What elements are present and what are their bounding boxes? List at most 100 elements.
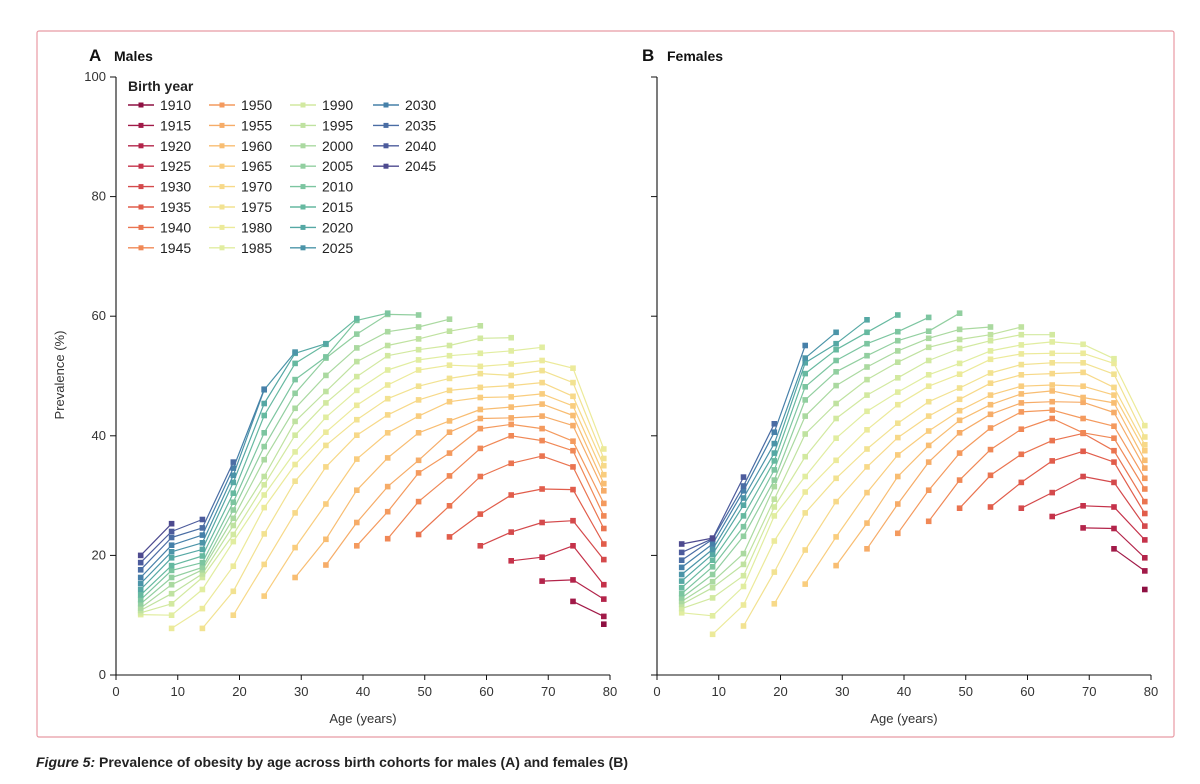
- panel-b-data-point-1995: [709, 584, 716, 591]
- legend-swatch-marker: [219, 184, 225, 190]
- panel-b-data-point-1970: [1080, 369, 1086, 376]
- panel-b-data-point-1970: [1018, 372, 1025, 378]
- panel-a-data-point-2000: [292, 405, 298, 412]
- panel-a-series-line-2015: [140, 318, 358, 596]
- panel-a-data-point-1985: [477, 350, 484, 357]
- panel-b-data-point-2025: [709, 546, 716, 553]
- panel-a-data-point-2000: [168, 581, 175, 588]
- panel-b-axes: 0 10 20 30 40 50 60 70 80: [651, 76, 1158, 699]
- panel-a-data-point-1945: [601, 513, 607, 519]
- legend-label: 2010: [322, 179, 353, 195]
- panel-b-data-point-2000: [771, 483, 778, 490]
- panel-b-data-point-1920: [1111, 525, 1117, 532]
- panel-b-data-point-1915: [1142, 568, 1148, 574]
- panel-a-data-point-1995: [384, 342, 391, 349]
- panel-a-data-point-1980: [168, 625, 175, 632]
- panel-a-series-line-1950: [356, 423, 605, 547]
- legend-item-1910: 1910: [128, 97, 191, 113]
- legend-swatch-marker: [138, 122, 144, 128]
- panel-b-data-point-1955: [987, 411, 994, 418]
- legend-swatch-marker: [300, 163, 306, 169]
- panel-a-data-point-1995: [292, 418, 298, 425]
- panel-b-series-1985: [678, 339, 1117, 619]
- legend-label: 1920: [160, 138, 191, 154]
- panel-b-data-point-2015: [740, 513, 747, 519]
- panel-a-data-point-1930: [570, 517, 576, 524]
- panel-a-series-line-1965: [263, 393, 605, 597]
- panel-b-data-point-1985: [925, 372, 932, 378]
- panel-b-data-point-1990: [1049, 331, 1055, 338]
- legend-item-2000: 2000: [290, 138, 353, 154]
- panel-b-series-2030: [678, 342, 808, 571]
- panel-a-data-point-1950: [384, 508, 391, 515]
- panel-a-data-point-1965: [292, 544, 298, 551]
- panel-b-data-point-1990: [802, 453, 808, 460]
- panel-a-data-point-1960: [415, 430, 422, 436]
- panel-a-series-1960: [292, 401, 607, 581]
- panel-a-data-point-1960: [446, 418, 453, 424]
- panel-b-data-point-2030: [678, 564, 685, 571]
- panel-b-data-point-2040: [678, 549, 685, 556]
- panel-a-data-point-1950: [508, 421, 514, 428]
- panel-a-series-line-2025: [140, 351, 296, 584]
- panel-b-data-point-1965: [1080, 383, 1086, 389]
- panel-a-series-line-1995: [140, 325, 481, 611]
- panel-b-data-point-1970: [1142, 442, 1148, 448]
- panel-b-data-point-1975: [987, 370, 994, 376]
- panel-a-data-point-1955: [477, 415, 484, 422]
- panel-b-data-point-1980: [925, 383, 932, 389]
- panel-b-data-point-2010: [864, 340, 870, 347]
- panel-a-data-point-1940: [570, 464, 576, 470]
- panel-a-data-point-2025: [199, 540, 206, 546]
- panel-a-series-line-1945: [387, 435, 605, 540]
- panel-b-data-point-1960: [956, 417, 963, 424]
- panel-a-data-point-1965: [354, 456, 360, 462]
- legend-items: 1910 1915 1920 1925 1930 1935 1940 1945 1950 1955…: [128, 97, 436, 256]
- panel-a-data-point-1975: [415, 383, 422, 389]
- panel-a-data-point-1950: [570, 438, 576, 444]
- panel-b-data-point-2025: [802, 355, 808, 361]
- legend-item-1925: 1925: [128, 158, 191, 174]
- panel-a-data-point-1980: [539, 357, 545, 364]
- panel-b-series-1965: [802, 382, 1148, 587]
- panel-b-data-point-1975: [1142, 434, 1148, 440]
- panel-a-data-point-1930: [601, 556, 607, 563]
- panel-a-data-point-1935: [508, 492, 514, 498]
- panel-b-data-point-2000: [802, 413, 808, 419]
- panel-b-data-point-2035: [678, 557, 685, 563]
- panel-a-data-point-2000: [415, 324, 422, 330]
- panel-a-data-point-2000: [446, 316, 453, 322]
- panel-b-data-point-2000: [987, 324, 994, 330]
- panel-b-data-point-1970: [925, 413, 932, 419]
- panel-b-data-point-1945: [1111, 435, 1117, 441]
- panel-a-series-line-1975: [201, 370, 605, 629]
- panel-b-data-point-2035: [740, 483, 747, 489]
- legend-label: 2045: [405, 158, 436, 174]
- panel-a-series-line-1990: [140, 337, 512, 614]
- panel-b-data-point-1940: [987, 472, 994, 479]
- panel-a-data-point-1960: [477, 406, 484, 413]
- panel-a-data-point-1990: [508, 334, 514, 341]
- panel-a-series-line-2005: [140, 313, 419, 605]
- panel-a-data-point-1970: [415, 397, 422, 403]
- panel-b-data-point-1925: [1142, 537, 1148, 543]
- panel-b-series-1915: [1111, 546, 1148, 574]
- panel-a-data-point-1975: [477, 370, 484, 377]
- panel-a-data-point-1960: [384, 455, 391, 461]
- panel-a-data-point-1940: [539, 453, 545, 459]
- panel-b-data-point-2000: [925, 335, 932, 342]
- panel-a-y-tick-label: 80: [92, 189, 106, 204]
- legend-label: 2015: [322, 199, 353, 215]
- panel-a-data-point-2010: [261, 430, 267, 436]
- panel-a-series-1920: [539, 577, 607, 602]
- panel-b-data-point-1950: [1142, 475, 1148, 482]
- panel-b-data-point-2015: [802, 370, 808, 377]
- panel-a-data-point-1925: [539, 554, 545, 560]
- legend-swatch-marker: [300, 224, 306, 230]
- panel-b-data-point-1995: [802, 431, 808, 437]
- panel-b-title: Females: [667, 48, 723, 64]
- panel-b-data-point-2005: [833, 369, 839, 375]
- legend-swatch-marker: [300, 184, 306, 190]
